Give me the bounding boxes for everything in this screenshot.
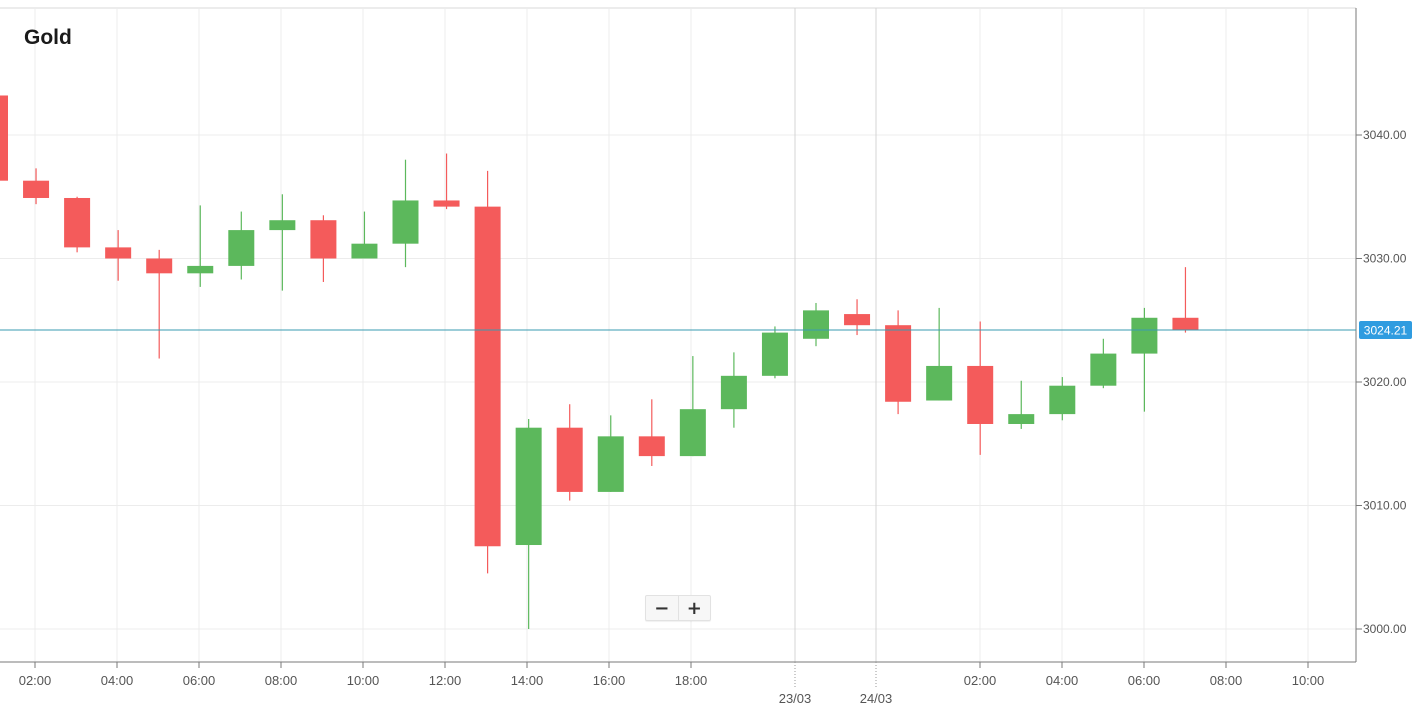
candle-body-down — [556, 427, 583, 492]
y-tick-label: 3020.00 — [1363, 375, 1407, 389]
x-tick-label: 16:00 — [593, 673, 626, 688]
y-tick-label: 3030.00 — [1363, 252, 1407, 266]
candle-body-down — [23, 180, 50, 198]
candle-body-down — [638, 436, 665, 457]
zoom-controls: − + — [645, 595, 711, 621]
chart-title: Gold — [24, 26, 72, 49]
x-tick-label: 04:00 — [1046, 673, 1079, 688]
candle-body-up — [803, 310, 829, 339]
candle-body-up — [1131, 317, 1158, 354]
candle-body-up — [926, 365, 953, 401]
candle-body-down — [474, 206, 501, 547]
date-label: 24/03 — [860, 691, 893, 706]
candle-body-down — [64, 197, 91, 248]
candle-body-down — [1172, 317, 1199, 331]
x-tick-label: 08:00 — [1210, 673, 1243, 688]
candle-body-up — [269, 220, 296, 231]
candle-body-up — [720, 375, 747, 410]
x-tick-label: 06:00 — [183, 673, 216, 688]
candle-body-up — [351, 243, 378, 259]
x-tick-label: 06:00 — [1128, 673, 1161, 688]
candle-body-down — [0, 95, 8, 181]
candle-body-up — [761, 332, 788, 376]
candle-body-up — [392, 200, 419, 244]
current-price-label: 3024.21 — [1364, 324, 1408, 338]
candle-body-up — [1008, 414, 1035, 424]
candle-body-down — [146, 258, 173, 274]
candle-body-up — [1049, 385, 1076, 415]
y-tick-label: 3040.00 — [1363, 128, 1407, 142]
x-tick-label: 08:00 — [265, 673, 298, 688]
candle-body-up — [515, 427, 542, 546]
candle-body-up — [187, 265, 214, 274]
x-tick-label: 14:00 — [511, 673, 544, 688]
candle-body-down — [844, 314, 871, 326]
candle-body-down — [105, 247, 132, 259]
x-tick-label: 10:00 — [347, 673, 380, 688]
x-tick-label: 18:00 — [675, 673, 708, 688]
x-tick-label: 12:00 — [429, 673, 462, 688]
candle-body-down — [967, 365, 994, 424]
zoom-in-button[interactable]: + — [677, 596, 711, 620]
current-price-badge — [1359, 321, 1412, 340]
y-tick-label: 3000.00 — [1363, 622, 1407, 636]
y-tick-label: 3010.00 — [1363, 499, 1407, 513]
date-label: 23/03 — [779, 691, 812, 706]
candle-body-down — [885, 325, 912, 402]
x-tick-label: 02:00 — [19, 673, 52, 688]
candle-body-down — [310, 220, 337, 259]
candle-body-up — [597, 436, 624, 492]
x-tick-label: 04:00 — [101, 673, 134, 688]
zoom-out-button[interactable]: − — [654, 597, 670, 619]
x-tick-label: 10:00 — [1292, 673, 1325, 688]
x-tick-label: 02:00 — [964, 673, 997, 688]
candle-body-up — [228, 230, 255, 266]
candle-body-up — [679, 409, 706, 457]
candle-body-up — [1090, 353, 1117, 386]
candle-body-down — [433, 200, 460, 207]
